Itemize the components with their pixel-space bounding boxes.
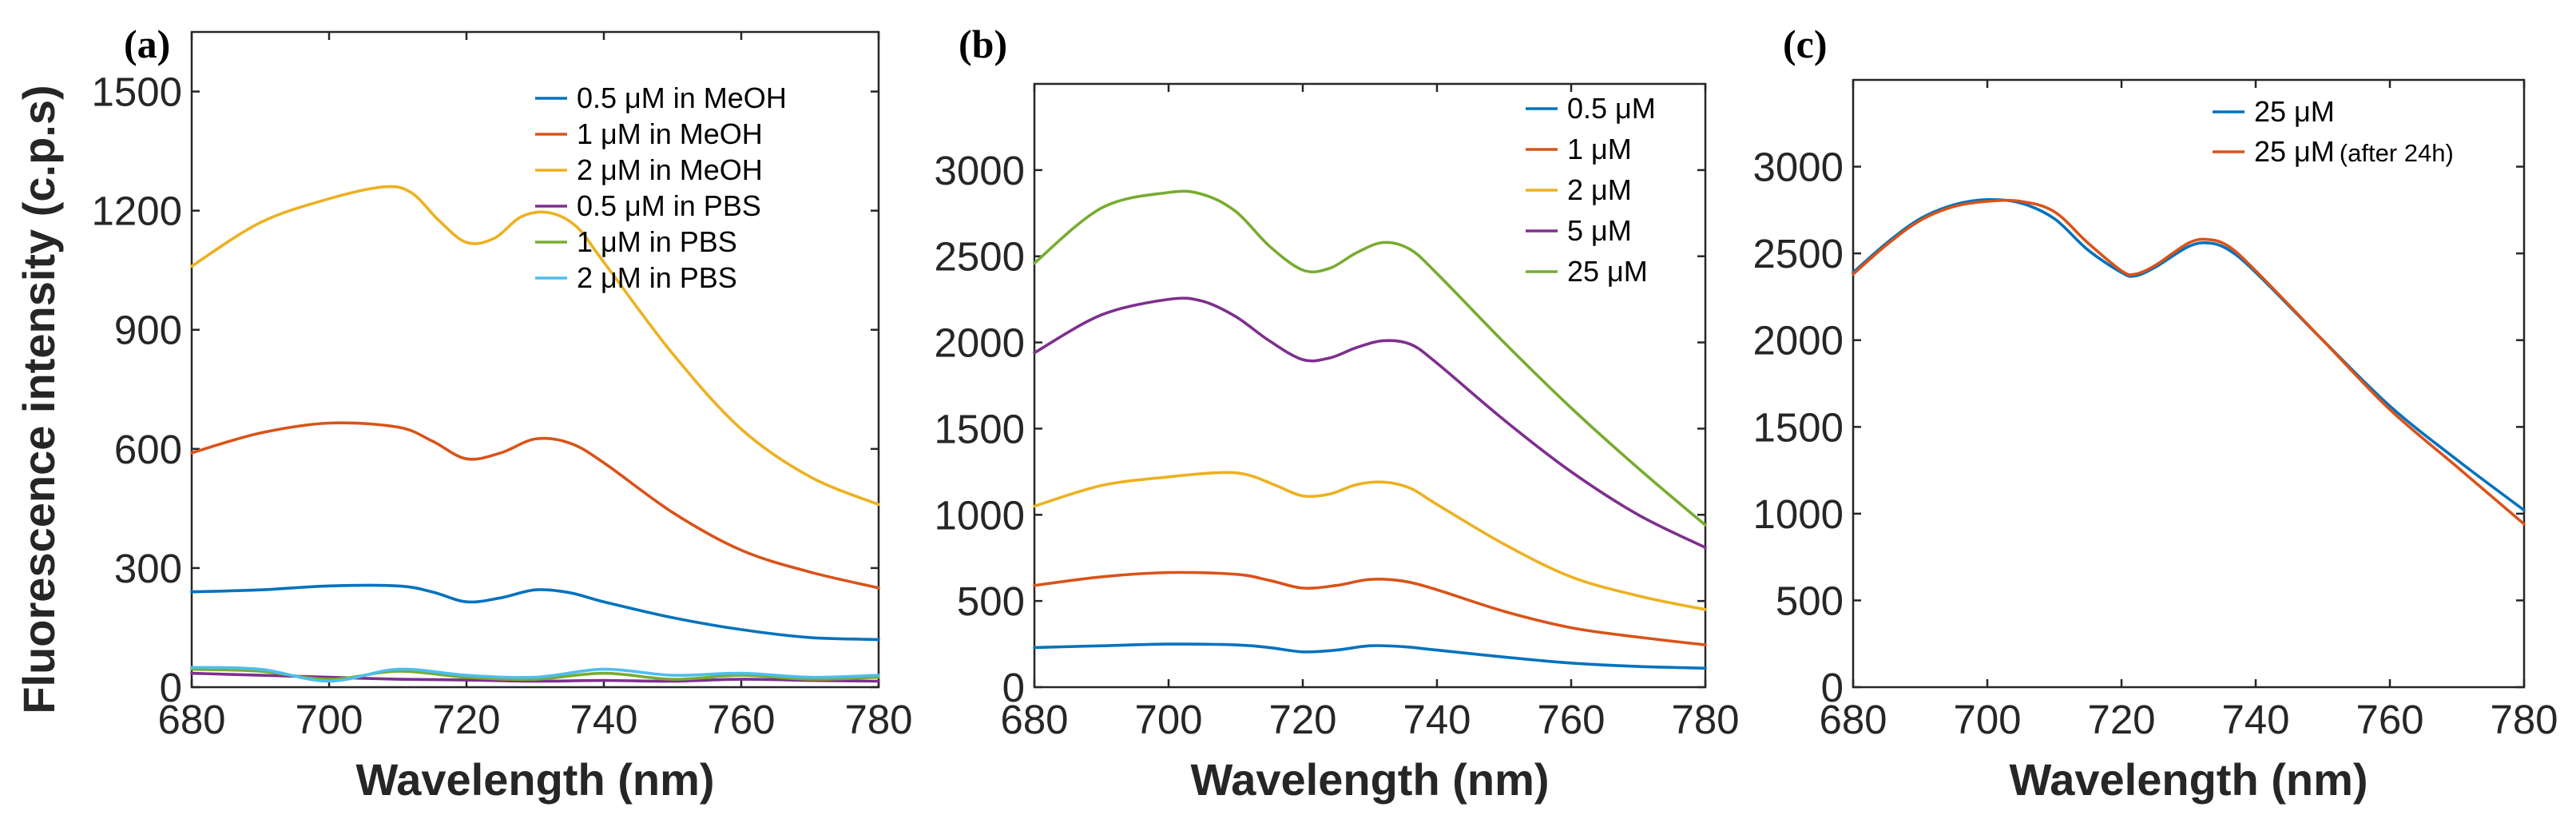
legend-entry: 2 μM: [1567, 173, 1632, 206]
y-tick-label: 900: [114, 308, 182, 353]
x-tick-label: 740: [570, 697, 637, 742]
plot-area-frame: [1852, 78, 2526, 689]
legend-entry: 0.5 μM in MeOH: [577, 82, 787, 114]
series-line-6: [190, 666, 880, 683]
x-tick-label: 720: [432, 697, 500, 742]
series-line-1: [190, 583, 880, 642]
y-tick-label: 1500: [92, 70, 182, 115]
y-tick-label: 2000: [935, 320, 1025, 366]
series-line-2: [190, 421, 880, 590]
y-tick-label: 2500: [935, 234, 1025, 280]
panels: (a) 680 700 720 740 760 780 0 300 600 900 1200 1500 W…: [92, 22, 2558, 805]
x-axis-label: Wavelength (nm): [355, 754, 714, 805]
y-tick-label: 0: [1821, 665, 1844, 710]
x-tick-label: 700: [1953, 697, 2021, 742]
x-tick-label: 780: [1671, 697, 1739, 742]
y-tick-label: 1000: [935, 492, 1025, 538]
y-tick-label: 1500: [935, 406, 1025, 451]
x-tick-label: 720: [2087, 697, 2155, 742]
y-tick-label: 0: [160, 665, 182, 710]
legend-entry: 0.5 μM in PBS: [577, 189, 761, 222]
series-line-3: [190, 185, 880, 507]
plot-area-frame: [1033, 82, 1707, 689]
panel-c: (c) 680 700 720 740 760 780 0 500 1000 1500 2000 250…: [1753, 22, 2558, 805]
legend-entry: 1 μM in PBS: [577, 225, 737, 258]
y-tick-label: 500: [1776, 578, 1844, 623]
y-tick-label: 1500: [1753, 404, 1844, 450]
x-tick-label: 740: [2221, 697, 2289, 742]
y-tick-label: 1200: [92, 189, 182, 234]
series-line-2: [1033, 571, 1707, 646]
panel-label: (b): [959, 22, 1007, 66]
x-axis-label: Wavelength (nm): [2009, 754, 2368, 805]
legend-entry: 25 μM: [2254, 95, 2335, 128]
legend-entry: 1 μM: [1567, 133, 1632, 165]
x-tick-label: 700: [1134, 697, 1202, 742]
panel-b: (b) 680 700 720 740 760 780 0 500 1000 1500 2000 250…: [935, 22, 1740, 805]
y-tick-label: 500: [957, 579, 1025, 624]
legend-entry: 5 μM: [1567, 214, 1632, 247]
panel-label: (c): [1783, 22, 1828, 66]
legend-entry-suffix: (after 24h): [2340, 139, 2454, 167]
y-tick-label: 600: [114, 427, 182, 472]
x-tick-label: 740: [1403, 697, 1471, 742]
y-tick-label: 0: [1002, 665, 1025, 710]
y-tick-label: 2500: [1753, 231, 1844, 276]
panel-label: (a): [124, 22, 170, 66]
series-line-3: [1033, 471, 1707, 611]
panel-a: (a) 680 700 720 740 760 780 0 300 600 900 1200 1500 W…: [92, 22, 913, 805]
legend-entry: 25 μM: [1567, 255, 1648, 288]
legend-entry: 0.5 μM: [1567, 92, 1656, 125]
x-tick-label: 780: [2490, 697, 2558, 742]
series-line-1: [1033, 642, 1707, 670]
legend: 0.5 μM 1 μM 2 μM 5 μM 25 μM: [1526, 92, 1656, 288]
x-tick-label: 760: [2356, 697, 2423, 742]
y-tick-label: 300: [114, 546, 182, 591]
y-tick-label: 3000: [935, 148, 1025, 193]
y-tick-label: 2000: [1753, 318, 1844, 364]
x-tick-label: 700: [295, 697, 363, 742]
series-line-5: [1033, 189, 1707, 527]
series-line-4: [1033, 296, 1707, 550]
y-axis-label: Fluorescence intensity (c.p.s): [14, 85, 64, 714]
x-tick-label: 680: [1000, 697, 1068, 742]
y-tick-label: 3000: [1753, 145, 1844, 190]
x-tick-label: 680: [1819, 697, 1887, 742]
x-axis-label: Wavelength (nm): [1190, 754, 1549, 805]
x-tick-label: 760: [1537, 697, 1605, 742]
legend-entry: 1 μM in MeOH: [577, 117, 763, 150]
x-tick-label: 780: [844, 697, 912, 742]
legend-entry: 25 μM (after 24h): [2254, 135, 2454, 168]
legend: 25 μM 25 μM (after 24h): [2213, 95, 2454, 168]
legend-entry: 2 μM in MeOH: [577, 153, 763, 186]
y-tick-label: 1000: [1753, 491, 1844, 537]
x-tick-label: 680: [157, 697, 225, 742]
legend-entry: 2 μM in PBS: [577, 261, 737, 294]
series-line-2: [1852, 198, 2526, 526]
x-tick-label: 720: [1268, 697, 1336, 742]
plot-area-frame: [190, 30, 880, 689]
x-tick-label: 760: [707, 697, 775, 742]
